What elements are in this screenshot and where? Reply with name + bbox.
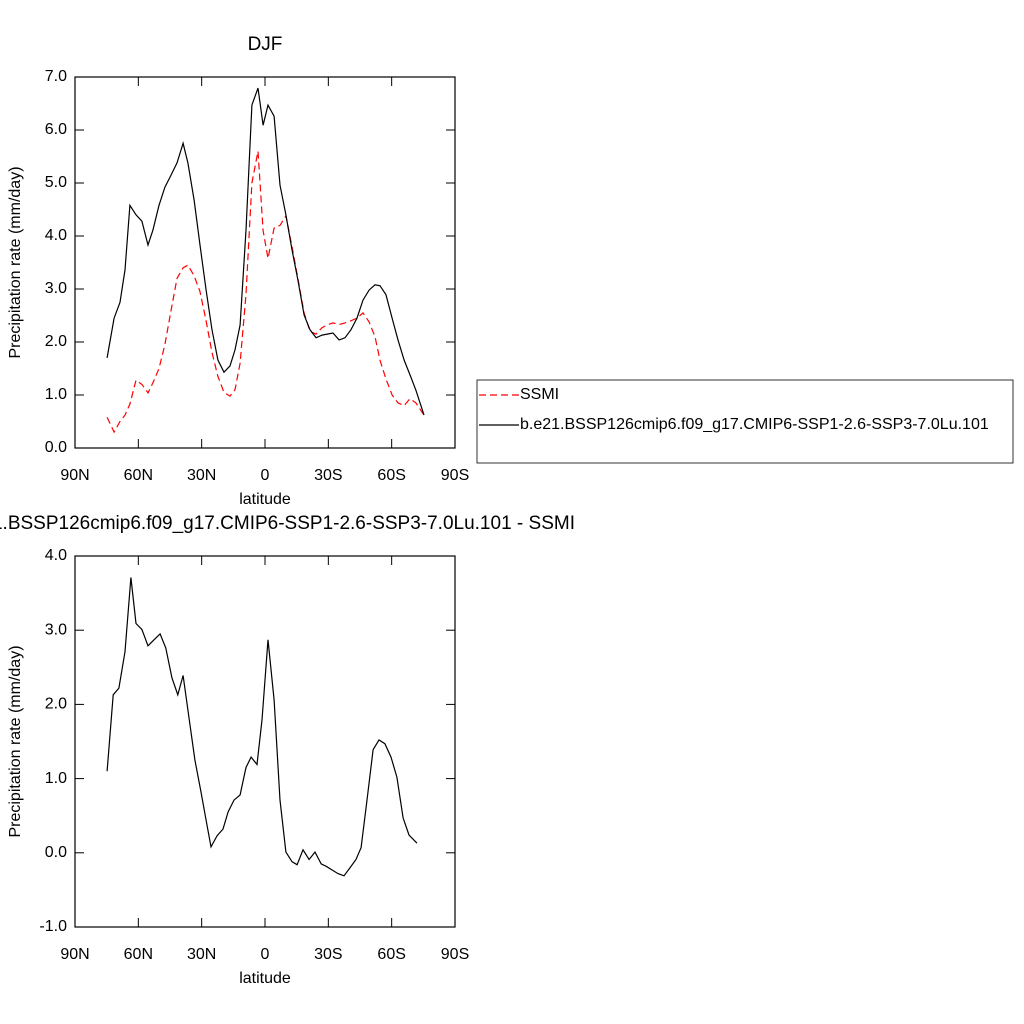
y-tick-label: 4.0 [45, 547, 67, 564]
x-tick-label: 0 [261, 467, 270, 484]
y-tick-label: 4.0 [45, 227, 67, 244]
y-tick-label: 0.0 [45, 439, 67, 456]
y-axis-label: Precipitation rate (mm/day) [7, 645, 24, 837]
y-tick-label: 2.0 [45, 696, 67, 713]
y-tick-label: 7.0 [45, 68, 67, 85]
y-tick-label: 6.0 [45, 121, 67, 138]
x-tick-label: 60S [377, 946, 405, 963]
x-tick-label: 30S [314, 946, 342, 963]
y-tick-label: 1.0 [45, 770, 67, 787]
y-tick-label: -1.0 [39, 918, 67, 935]
x-tick-label: 90N [60, 467, 89, 484]
y-tick-label: 5.0 [45, 174, 67, 191]
plot-frame [74, 76, 456, 449]
y-tick-label: 2.0 [45, 333, 67, 350]
legend-box [476, 379, 1014, 464]
chart-title: b.e21.BSSP126cmip6.f09_g17.CMIP6-SSP1-2.… [0, 513, 575, 534]
x-tick-label: 90N [60, 946, 89, 963]
x-tick-label: 90S [441, 467, 469, 484]
series-line [106, 87, 425, 416]
x-tick-label: 60S [377, 467, 405, 484]
chart-title: DJF [248, 34, 283, 55]
y-tick-label: 3.0 [45, 621, 67, 638]
x-tick-label: 30S [314, 467, 342, 484]
series-line [106, 151, 425, 434]
y-tick-label: 0.0 [45, 844, 67, 861]
y-tick-label: 3.0 [45, 280, 67, 297]
x-axis-label: latitude [239, 491, 291, 508]
y-axis-label: Precipitation rate (mm/day) [7, 166, 24, 358]
y-tick-label: 1.0 [45, 386, 67, 403]
x-tick-label: 30N [187, 467, 216, 484]
x-tick-label: 90S [441, 946, 469, 963]
series-line [106, 577, 418, 877]
x-tick-label: 0 [261, 946, 270, 963]
legend-label: SSMI [520, 386, 559, 403]
plot-frame [74, 555, 456, 928]
x-tick-label: 30N [187, 946, 216, 963]
x-axis-label: latitude [239, 970, 291, 987]
x-tick-label: 60N [124, 467, 153, 484]
legend-label: b.e21.BSSP126cmip6.f09_g17.CMIP6-SSP1-2.… [520, 416, 989, 433]
x-tick-label: 60N [124, 946, 153, 963]
